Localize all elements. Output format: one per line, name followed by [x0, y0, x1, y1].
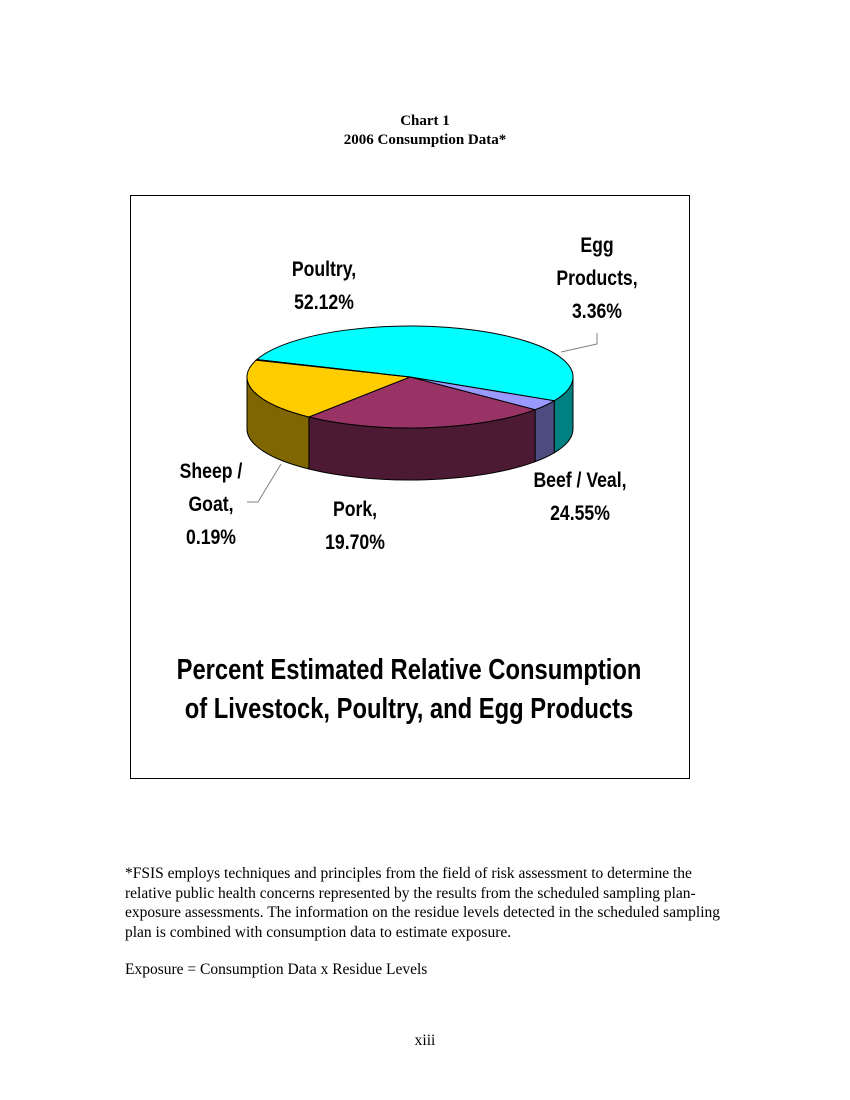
leader-egg-products — [560, 333, 598, 353]
chart-title: Percent Estimated Relative Consumption of… — [177, 653, 642, 725]
pie-side-egg-products — [534, 399, 555, 463]
slice-label-sheep-goat: Sheep / Goat, 0.19% — [180, 460, 243, 550]
pie-chart: Poultry, 52.12% Egg Products, 3.36% Beef / Ve… — [177, 234, 642, 725]
slice-label-egg-products: Egg Products, 3.36% — [556, 234, 637, 324]
slice-label-poultry: Poultry, 52.12% — [292, 258, 356, 315]
footnote: *FSIS employs techniques and principles … — [125, 865, 721, 941]
slice-label-beef-veal: Beef / Veal, 24.55% — [533, 469, 626, 526]
leader-sheep-goat — [247, 463, 282, 503]
chart-frame: Poultry, 52.12% Egg Products, 3.36% Beef / Ve… — [130, 195, 690, 779]
pie-slice-beef-veal — [307, 376, 537, 429]
chart-heading: 2006 Consumption Data* — [343, 132, 507, 148]
exposure-equation: Exposure = Consumption Data x Residue Le… — [125, 961, 428, 978]
chart-number: Chart 1 — [400, 113, 450, 129]
page-number: xiii — [414, 1032, 436, 1049]
pie-slice-pork — [246, 359, 411, 418]
slice-label-pork: Pork, 19.70% — [325, 498, 385, 555]
pie-slice-sheep-goat — [254, 359, 411, 378]
pie-slice-poultry — [255, 325, 574, 402]
